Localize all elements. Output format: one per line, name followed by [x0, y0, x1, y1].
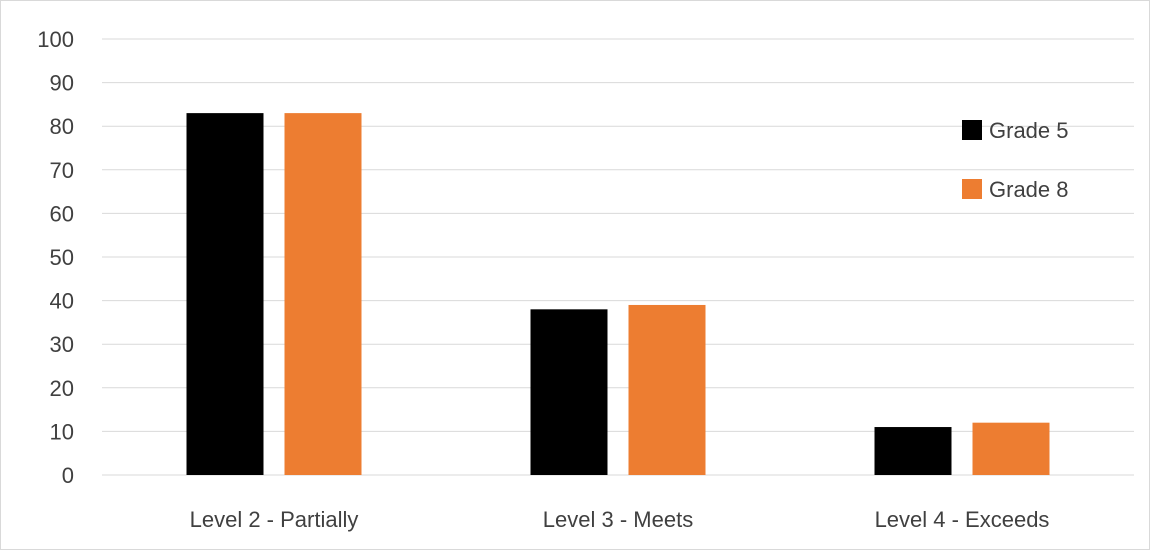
bar-grade-8 — [284, 113, 362, 476]
y-tick-label: 50 — [50, 245, 74, 270]
legend-swatch — [962, 120, 982, 140]
x-tick-label: Level 2 - Partially — [190, 507, 359, 532]
bar-grade-8 — [628, 304, 706, 475]
x-tick-label: Level 4 - Exceeds — [875, 507, 1050, 532]
y-tick-label: 100 — [37, 27, 74, 52]
bar-grade-5 — [186, 113, 264, 476]
legend-label: Grade 5 — [989, 118, 1069, 143]
y-tick-label: 0 — [62, 463, 74, 488]
legend-swatch — [962, 179, 982, 199]
legend: Grade 5 Grade 8 — [962, 118, 1069, 202]
y-tick-label: 70 — [50, 158, 74, 183]
legend-label: Grade 8 — [989, 177, 1069, 202]
bar-grade-8 — [972, 422, 1050, 475]
y-tick-label: 80 — [50, 114, 74, 139]
y-tick-label: 20 — [50, 376, 74, 401]
y-tick-label: 10 — [50, 419, 74, 444]
y-tick-label: 90 — [50, 71, 74, 96]
y-tick-label: 30 — [50, 332, 74, 357]
gridlines — [102, 38, 1134, 476]
bars — [186, 113, 1050, 476]
x-tick-label: Level 3 - Meets — [543, 507, 693, 532]
bar-grade-5 — [874, 427, 952, 475]
y-axis-ticks: 0 10 20 30 40 50 60 70 80 90 100 — [37, 27, 74, 488]
y-tick-label: 40 — [50, 289, 74, 314]
bar-grade-5 — [530, 309, 608, 475]
y-tick-label: 60 — [50, 201, 74, 226]
x-axis-ticks: Level 2 - Partially Level 3 - Meets Level … — [190, 507, 1050, 532]
